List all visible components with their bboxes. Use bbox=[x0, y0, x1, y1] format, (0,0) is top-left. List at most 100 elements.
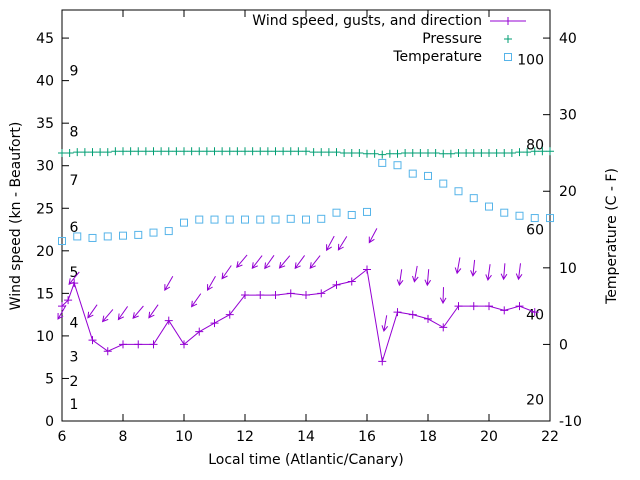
temperature-marker bbox=[58, 237, 66, 246]
temperature-marker bbox=[210, 215, 219, 224]
pressure-marker bbox=[317, 148, 326, 157]
gust-arrow bbox=[148, 304, 159, 319]
y-left-tick-label: 0 bbox=[45, 414, 54, 430]
wind-speed-marker bbox=[454, 302, 463, 311]
pressure-marker bbox=[370, 149, 379, 158]
temperature-marker bbox=[88, 233, 97, 242]
y-right-tick-label: -10 bbox=[559, 414, 582, 430]
gust-arrow bbox=[206, 275, 216, 291]
wind-speed-marker bbox=[164, 316, 173, 325]
pressure-marker bbox=[416, 148, 425, 157]
temperature-marker bbox=[149, 228, 158, 237]
pressure-marker bbox=[515, 148, 524, 157]
wind-speed-marker bbox=[515, 302, 524, 311]
wind-speed-marker bbox=[210, 319, 219, 328]
y-left-ticks: 0 5 10 15 20 25 30 35 40 45 bbox=[36, 31, 69, 430]
temperature-marker bbox=[119, 231, 127, 240]
gust-arrow bbox=[57, 304, 67, 320]
temperature-marker bbox=[408, 169, 417, 178]
pressure-marker bbox=[401, 148, 410, 157]
pressure-marker bbox=[439, 149, 448, 158]
x-tick-label: 12 bbox=[236, 429, 254, 445]
pressure-marker bbox=[279, 147, 288, 156]
temperature-marker bbox=[454, 187, 463, 196]
temperature-marker bbox=[134, 230, 143, 239]
wind-speed-marker bbox=[271, 291, 280, 300]
gust-arrow bbox=[337, 236, 348, 251]
pressure-marker bbox=[332, 148, 341, 157]
gust-arrow bbox=[412, 265, 419, 283]
y-left-tick-label: 45 bbox=[36, 31, 54, 47]
pressure-marker bbox=[126, 147, 135, 156]
wind-speed-marker bbox=[363, 265, 371, 274]
gust-arrow bbox=[368, 228, 378, 244]
x-tick-label: 10 bbox=[175, 429, 193, 445]
wind-speed-marker bbox=[286, 289, 295, 298]
wind-speed-marker bbox=[393, 308, 402, 317]
beaufort-label: 3 bbox=[70, 349, 79, 365]
legend-row-0: Wind speed, gusts, and direction bbox=[252, 12, 528, 30]
temperature-marker bbox=[180, 218, 188, 227]
y-left-axis-title: Wind speed (kn - Beaufort) bbox=[8, 121, 24, 311]
beaufort-label: 9 bbox=[70, 63, 79, 79]
y-right-tick-label: 40 bbox=[559, 31, 577, 47]
fahrenheit-label: 60 bbox=[526, 223, 544, 239]
legend-row-2: Temperature bbox=[252, 48, 528, 66]
wind-speed-marker bbox=[134, 340, 143, 349]
temperature-marker bbox=[485, 202, 493, 211]
pressure-marker bbox=[134, 147, 143, 156]
pressure-marker bbox=[157, 147, 166, 156]
temperature-marker bbox=[256, 215, 265, 224]
pressure-series bbox=[58, 147, 554, 159]
square-legend-marker-icon bbox=[488, 50, 528, 64]
legend-row-1: Pressure bbox=[252, 30, 528, 48]
wind-speed-marker bbox=[180, 340, 188, 349]
pressure-marker bbox=[180, 147, 188, 156]
gust-arrow bbox=[309, 255, 321, 270]
wind-speed-marker bbox=[530, 308, 539, 317]
wind-speed-marker bbox=[119, 340, 127, 349]
pressure-marker bbox=[340, 148, 349, 157]
wind-speed-marker bbox=[500, 306, 509, 315]
gust-arrow bbox=[396, 269, 404, 287]
plot-border bbox=[61, 9, 551, 422]
pressure-marker bbox=[210, 147, 219, 156]
wind-speed-marker bbox=[469, 302, 478, 311]
pressure-marker bbox=[256, 147, 265, 156]
wind-speed-marker bbox=[408, 310, 417, 319]
wind-speed-marker bbox=[424, 314, 432, 323]
wind-speed-marker bbox=[439, 323, 448, 332]
gust-arrow bbox=[221, 265, 232, 280]
temperature-marker bbox=[378, 158, 387, 167]
beaufort-label: 5 bbox=[70, 265, 79, 281]
beaufort-label: 2 bbox=[70, 374, 79, 390]
pressure-marker bbox=[477, 148, 486, 157]
pressure-marker bbox=[164, 147, 173, 156]
pressure-marker bbox=[233, 147, 242, 156]
temperature-marker bbox=[73, 232, 82, 241]
x-tick-label: 18 bbox=[419, 429, 437, 445]
temperature-marker bbox=[286, 214, 295, 223]
legend-label: Pressure bbox=[422, 31, 482, 47]
gust-arrow bbox=[326, 235, 335, 252]
pressure-marker bbox=[263, 147, 272, 156]
y-left-tick-label: 5 bbox=[45, 371, 54, 387]
pressure-marker bbox=[462, 148, 471, 157]
y-right-tick-label: 10 bbox=[559, 261, 577, 277]
pressure-marker bbox=[58, 148, 66, 157]
axes bbox=[61, 9, 551, 422]
pressure-marker bbox=[302, 147, 310, 156]
gust-arrow bbox=[278, 255, 291, 269]
pressure-marker bbox=[141, 147, 150, 156]
pressure-marker bbox=[96, 148, 105, 157]
temperature-marker bbox=[530, 214, 539, 223]
wind-speed-line bbox=[61, 268, 535, 362]
gust-arrow bbox=[132, 305, 144, 320]
beaufort-scale-labels: 1 2 3 4 5 6 7 8 9 bbox=[70, 63, 79, 413]
pressure-marker bbox=[309, 148, 318, 157]
gust-arrow bbox=[251, 255, 263, 270]
temperature-marker bbox=[225, 215, 234, 224]
temperature-marker bbox=[393, 161, 402, 170]
